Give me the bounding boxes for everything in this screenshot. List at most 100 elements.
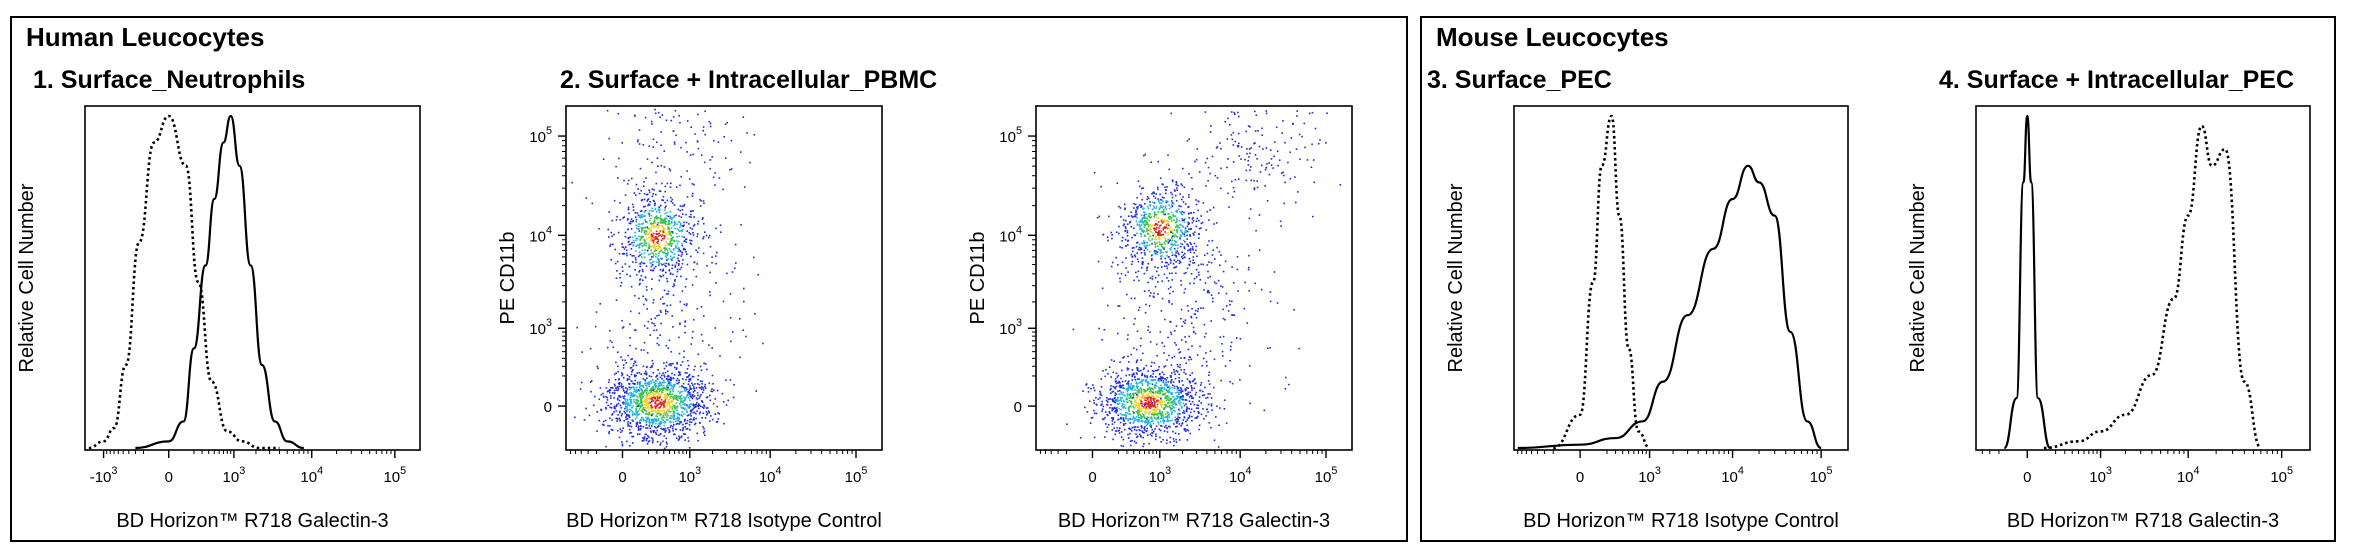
event-dot bbox=[1204, 254, 1206, 257]
event-dot bbox=[671, 259, 673, 261]
event-dot bbox=[1208, 422, 1211, 424]
event-dot bbox=[1310, 166, 1313, 168]
event-dot bbox=[1143, 374, 1146, 377]
event-dot bbox=[689, 377, 692, 380]
event-dot bbox=[676, 227, 679, 230]
event-dot bbox=[1120, 416, 1122, 419]
event-dot bbox=[626, 388, 629, 390]
event-dot bbox=[664, 206, 666, 209]
event-dot bbox=[1157, 160, 1159, 163]
event-dot bbox=[647, 406, 649, 408]
event-dot bbox=[1181, 225, 1184, 227]
event-dot bbox=[1167, 280, 1170, 282]
event-dot bbox=[1181, 218, 1184, 220]
event-dot bbox=[1180, 183, 1183, 185]
event-dot bbox=[646, 158, 649, 160]
event-dot bbox=[1153, 408, 1155, 411]
event-dot bbox=[1183, 186, 1186, 189]
event-dot bbox=[704, 133, 706, 136]
event-dot bbox=[1159, 390, 1161, 392]
event-dot bbox=[1179, 193, 1181, 195]
event-dot bbox=[651, 388, 653, 391]
event-dot bbox=[717, 418, 720, 420]
event-dot bbox=[686, 414, 689, 417]
event-dot bbox=[621, 374, 623, 377]
event-dot bbox=[688, 414, 690, 416]
event-dot bbox=[1269, 149, 1272, 151]
event-dot bbox=[698, 397, 700, 400]
event-dot bbox=[1168, 212, 1170, 215]
event-dot bbox=[636, 390, 639, 393]
event-dot bbox=[633, 295, 636, 297]
event-dot bbox=[690, 409, 692, 412]
event-dot bbox=[1199, 389, 1202, 392]
event-dot bbox=[624, 263, 627, 265]
event-dot bbox=[680, 146, 682, 149]
event-dot bbox=[674, 264, 677, 267]
event-dot bbox=[1232, 132, 1235, 134]
event-dot bbox=[632, 435, 635, 438]
event-dot bbox=[676, 236, 678, 238]
event-dot bbox=[694, 390, 696, 392]
event-dot bbox=[680, 266, 683, 269]
series-dotted-line bbox=[88, 114, 280, 450]
event-dot bbox=[1209, 275, 1211, 278]
event-dot bbox=[1141, 230, 1143, 232]
event-dot bbox=[1154, 417, 1156, 419]
event-dot bbox=[696, 233, 699, 235]
event-dot bbox=[1179, 439, 1181, 441]
event-dot bbox=[1135, 404, 1138, 406]
plot-frame bbox=[565, 105, 883, 451]
event-dot bbox=[1180, 235, 1183, 237]
event-dot bbox=[673, 410, 676, 413]
event-dot bbox=[681, 235, 683, 238]
event-dot bbox=[1225, 422, 1228, 425]
event-dot bbox=[655, 329, 658, 331]
event-dot bbox=[1166, 418, 1169, 421]
y-axis-label: PE CD11b bbox=[967, 231, 989, 324]
event-dot bbox=[1151, 403, 1154, 406]
event-dot bbox=[639, 282, 641, 285]
event-dot bbox=[1121, 369, 1123, 372]
event-dot bbox=[675, 262, 678, 264]
event-dot bbox=[705, 411, 708, 413]
event-dot bbox=[1233, 111, 1235, 114]
event-dot bbox=[1179, 351, 1182, 353]
event-dot bbox=[665, 119, 668, 122]
event-dot bbox=[670, 255, 672, 258]
event-dot bbox=[1149, 390, 1151, 393]
event-dot bbox=[627, 414, 629, 416]
event-dot bbox=[610, 397, 612, 399]
event-dot bbox=[1172, 403, 1174, 405]
event-dot bbox=[1164, 205, 1167, 208]
event-dot bbox=[632, 209, 635, 211]
event-dot bbox=[678, 414, 681, 417]
event-dot bbox=[1247, 125, 1250, 127]
event-dot bbox=[1102, 405, 1105, 408]
event-dot bbox=[1155, 250, 1158, 253]
event-dot bbox=[1158, 378, 1160, 380]
event-dot bbox=[684, 248, 687, 251]
event-dot bbox=[1134, 234, 1137, 237]
event-dot bbox=[1130, 430, 1133, 432]
event-dot bbox=[1169, 258, 1172, 260]
event-dot bbox=[651, 413, 654, 415]
event-dot bbox=[652, 256, 654, 258]
event-dot bbox=[1189, 381, 1191, 383]
event-dot bbox=[647, 212, 650, 214]
event-dot bbox=[1140, 235, 1143, 238]
event-dot bbox=[655, 382, 657, 385]
event-dot bbox=[1208, 383, 1211, 385]
event-dot bbox=[683, 413, 685, 415]
event-dot bbox=[653, 396, 655, 399]
event-dot bbox=[1197, 412, 1200, 414]
event-dot bbox=[1190, 386, 1193, 389]
event-dot bbox=[646, 221, 649, 224]
event-dot bbox=[1163, 420, 1165, 422]
event-dot bbox=[695, 417, 697, 420]
event-dot bbox=[649, 240, 651, 242]
event-dot bbox=[624, 235, 627, 238]
event-dot bbox=[679, 250, 682, 253]
event-dot bbox=[1136, 368, 1139, 370]
event-dot bbox=[646, 389, 648, 392]
